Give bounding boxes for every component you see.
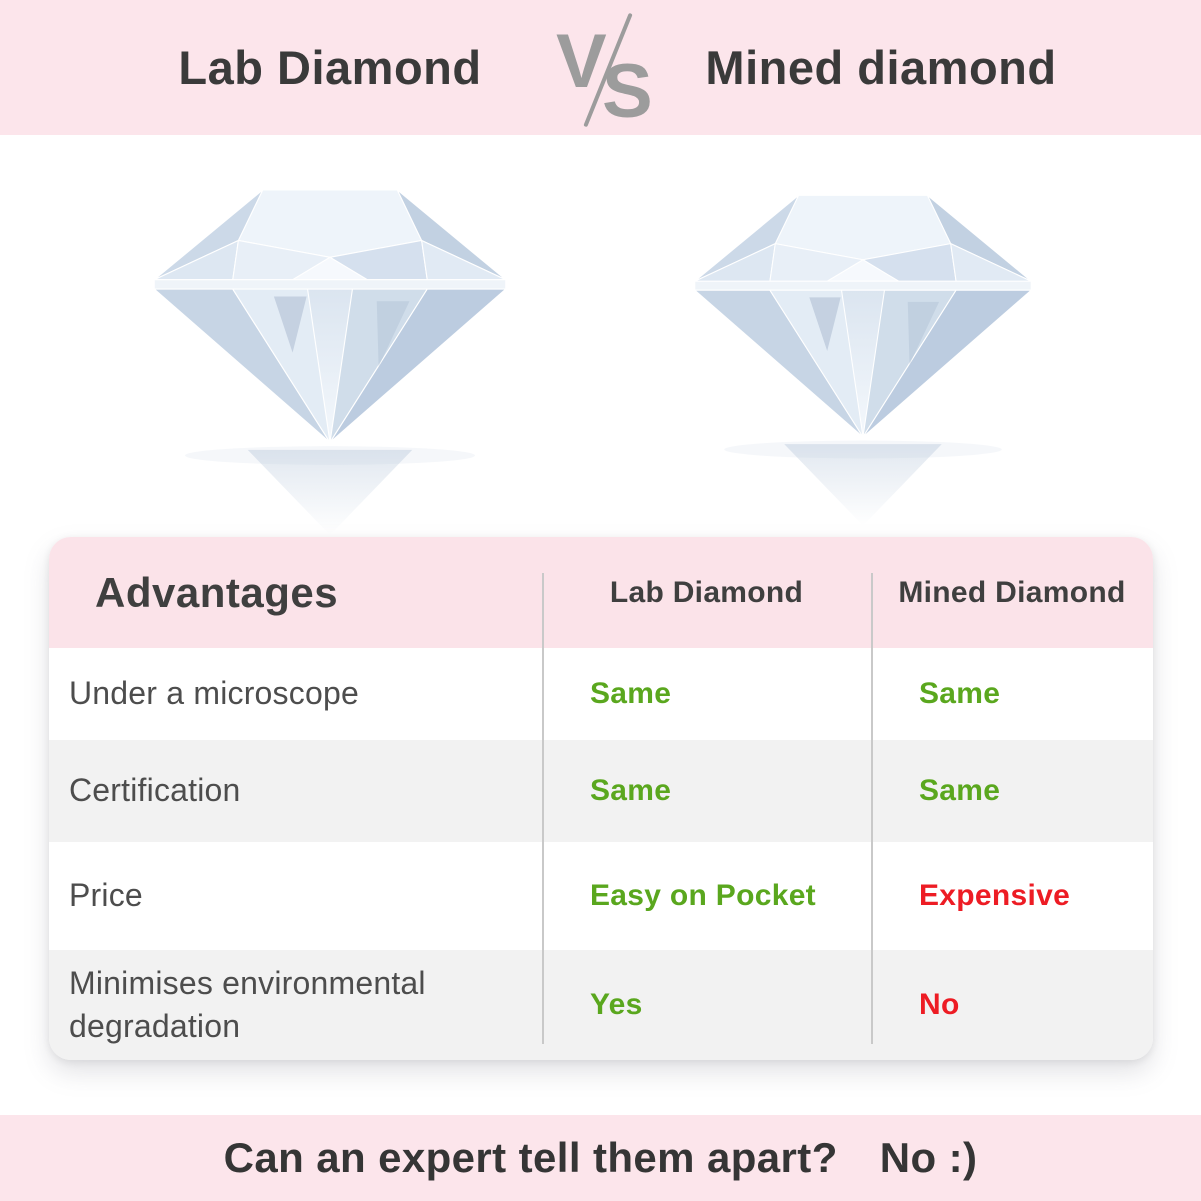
advantages-heading: Advantages [95,568,339,616]
table-row: Minimises environmental degradation Yes … [49,950,1153,1060]
lab-value: Easy on Pocket [590,879,816,912]
lab-value: Same [590,677,672,710]
comparison-table: Advantages Lab Diamond Mined Diamond Und… [49,537,1153,1060]
lab-diamond-title: Lab Diamond [178,41,482,94]
row-label: Under a microscope [69,675,359,712]
column-divider-2 [871,573,873,1044]
vs-badge: V S [550,8,660,132]
lab-diamond-column-header: Lab Diamond [609,575,804,609]
table-row: Under a microscope Same Same [49,648,1153,740]
table-row: Certification Same Same [49,740,1153,842]
mined-diamond-image [694,194,1032,526]
vs-letter-s: S [602,49,653,134]
footer-answer: No :) [879,1134,978,1181]
header-banner: Lab Diamond V S Mined diamond [0,0,1201,135]
mined-value: No [919,988,960,1021]
mined-value: Same [919,774,1001,807]
mined-diamond-column-header: Mined Diamond [898,575,1126,609]
table-header-row: Advantages Lab Diamond Mined Diamond [49,537,1153,648]
footer-question: Can an expert tell them apart? [223,1134,838,1181]
lab-value: Yes [590,988,643,1021]
lab-value: Same [590,774,672,807]
table-row: Price Easy on Pocket Expensive [49,842,1153,950]
mined-value: Expensive [919,879,1071,912]
row-label: Minimises environmental degradation [69,964,426,1044]
lab-diamond-image [153,189,507,535]
mined-value: Same [919,677,1001,710]
diamond-images-section [0,135,1201,537]
column-divider-1 [542,573,544,1044]
row-label: Price [69,877,143,914]
mined-diamond-title: Mined diamond [705,41,1057,94]
footer-banner: Can an expert tell them apart? No :) [0,1115,1201,1201]
row-label: Certification [69,772,241,809]
